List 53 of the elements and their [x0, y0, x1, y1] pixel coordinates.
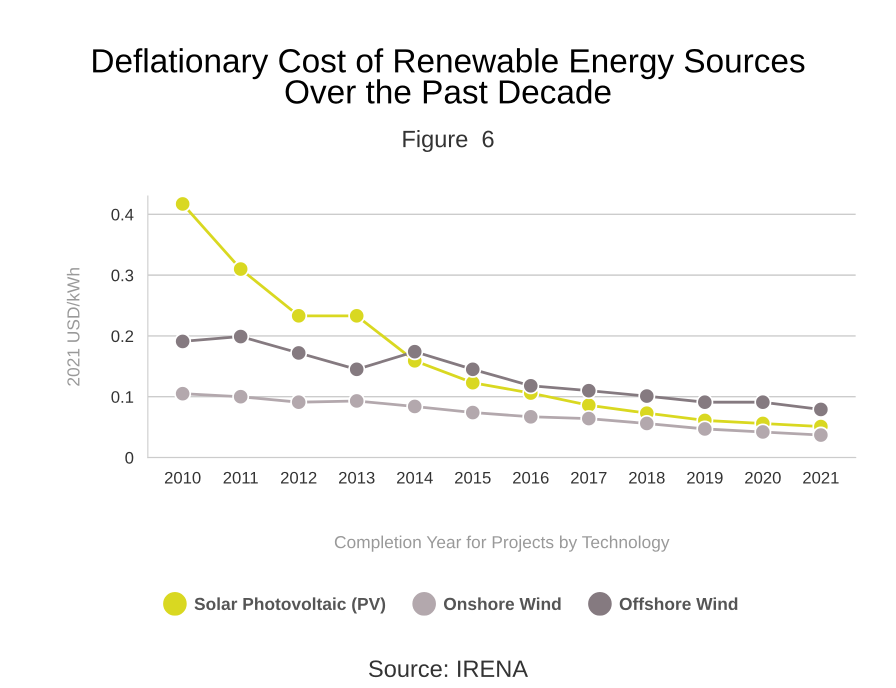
- y-axis-title: 2021 USD/kWh: [66, 268, 80, 386]
- point: [348, 307, 366, 324]
- point: [464, 404, 482, 421]
- point: [638, 388, 656, 405]
- chart-subtitle: Figure 6: [403, 130, 494, 152]
- point: [522, 408, 540, 426]
- point: [174, 385, 192, 402]
- x-tick-label: 2021: [803, 472, 839, 484]
- legend-label: Onshore Wind: [444, 597, 561, 610]
- x-tick-label: 2012: [280, 472, 316, 484]
- point: [348, 392, 366, 410]
- point: [406, 343, 424, 360]
- point: [290, 344, 308, 362]
- legend-label: Offshore Wind: [620, 597, 738, 610]
- point: [232, 260, 250, 278]
- point: [754, 424, 772, 440]
- x-tick-label: 2010: [164, 472, 201, 484]
- x-tick-label: 2020: [745, 472, 781, 484]
- point: [174, 332, 192, 350]
- point: [290, 394, 308, 411]
- point: [174, 196, 192, 212]
- x-tick-label: 2013: [339, 472, 375, 484]
- x-tick-label: 2014: [397, 472, 433, 484]
- point: [232, 388, 250, 406]
- y-tick-label: 0: [125, 452, 134, 464]
- y-tick-label: 0.1: [111, 391, 134, 403]
- x-tick-label: 2019: [687, 472, 723, 484]
- point: [754, 394, 772, 411]
- x-tick-label: 2011: [224, 472, 258, 484]
- point: [522, 377, 540, 394]
- point: [348, 360, 366, 378]
- chart-title: Deflationary Cost of Renewable Energy Sources Over the Past Decade: [93, 48, 804, 104]
- point: [580, 382, 598, 400]
- point: [580, 410, 598, 428]
- source-note: Source: IRENA: [369, 660, 528, 678]
- x-tick-label: 2016: [513, 472, 549, 484]
- legend-label: Solar Photovoltaic (PV): [194, 597, 386, 614]
- point: [812, 426, 830, 444]
- x-tick-label: 2017: [571, 472, 606, 484]
- point: [232, 328, 250, 345]
- point: [696, 420, 714, 438]
- y-tick-label: 0.2: [111, 330, 134, 342]
- y-tick-label: 0.3: [111, 270, 134, 282]
- point: [406, 398, 424, 415]
- x-tick-label: 2018: [629, 472, 665, 484]
- point: [812, 401, 830, 418]
- point: [290, 307, 308, 324]
- x-axis-title: Completion Year for Projects by Technology: [334, 536, 670, 552]
- y-tick-label: 0.4: [111, 208, 134, 221]
- point: [696, 394, 714, 411]
- point: [638, 415, 656, 432]
- point: [464, 360, 482, 378]
- x-tick-label: 2015: [455, 472, 491, 484]
